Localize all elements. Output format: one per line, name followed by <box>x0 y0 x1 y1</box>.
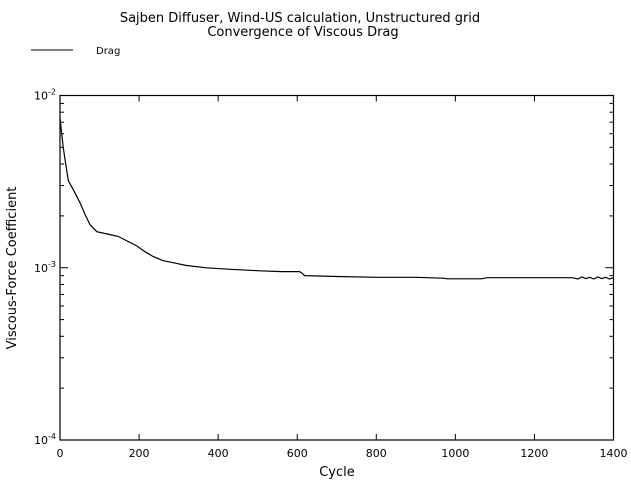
legend-label-drag: Drag <box>96 46 120 57</box>
y-tick-base: 10 <box>34 262 48 275</box>
x-axis-label: Cycle <box>319 465 355 480</box>
y-tick-exponent: -3 <box>48 260 56 269</box>
y-tick-base: 10 <box>34 434 48 447</box>
x-tick-label: 1400 <box>600 447 628 460</box>
y-tick-label: 10-2 <box>34 88 56 103</box>
x-tick-label: 600 <box>287 447 308 460</box>
x-tick-label: 0 <box>57 447 64 460</box>
y-tick-label: 10-3 <box>34 260 56 275</box>
series-line-drag <box>59 117 614 280</box>
y-axis-label: Viscous-Force Coefficient <box>5 187 20 350</box>
chart-title: Sajben Diffuser, Wind-US calculation, Un… <box>120 11 480 26</box>
x-tick-label: 400 <box>208 447 229 460</box>
chart-subtitle: Convergence of Viscous Drag <box>207 25 398 40</box>
x-tick-label: 200 <box>129 447 150 460</box>
y-tick-base: 10 <box>34 90 48 103</box>
x-tick-label: 1000 <box>441 447 469 460</box>
plot-frame <box>59 94 615 441</box>
y-tick-exponent: -4 <box>48 432 56 441</box>
y-tick-exponent: -2 <box>48 88 56 97</box>
x-tick-label: 1200 <box>520 447 548 460</box>
x-tick-label: 800 <box>366 447 387 460</box>
y-tick-label: 10-4 <box>34 432 56 447</box>
